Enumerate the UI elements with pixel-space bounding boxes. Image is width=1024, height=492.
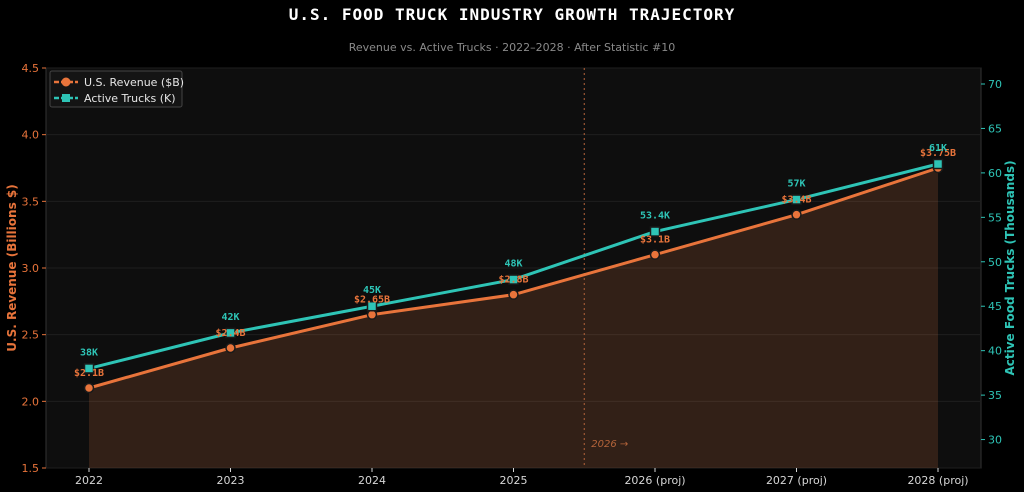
trucks-data-label: 45K <box>363 285 381 296</box>
left-tick-label: 3.5 <box>22 195 40 208</box>
trucks-point <box>83 363 95 374</box>
left-axis-ticks: 1.5 2.0 2.5 3.0 3.5 4.0 4.5 <box>22 62 46 475</box>
trucks-data-label: 53.4K <box>640 211 670 222</box>
revenue-point <box>649 249 661 260</box>
left-tick-label: 1.5 <box>22 462 40 475</box>
x-tick-label: 2022 <box>75 474 103 487</box>
chart-subtitle: Revenue vs. Active Trucks · 2022–2028 · … <box>349 41 676 54</box>
revenue-point <box>508 289 519 300</box>
left-tick-label: 4.5 <box>22 62 40 75</box>
x-tick-label: 2028 (proj) <box>907 474 968 487</box>
trucks-point <box>366 300 378 312</box>
revenue-point <box>366 309 378 320</box>
revenue-data-label: $3.4B <box>781 195 811 206</box>
revenue-data-label: $2.1B <box>74 368 104 379</box>
right-axis-label: Active Food Trucks (Thousands) <box>1003 160 1017 375</box>
x-tick-label: 2025 <box>500 474 528 487</box>
trucks-data-label: 48K <box>504 259 522 270</box>
revenue-data-label: $2.4B <box>215 328 245 339</box>
left-tick-label: 3.0 <box>22 262 40 275</box>
x-tick-label: 2026 (proj) <box>624 474 685 487</box>
legend-revenue-swatch-marker <box>61 77 71 87</box>
legend: U.S. Revenue ($B) Active Trucks (K) <box>49 70 184 108</box>
revenue-data-label: $2.8B <box>498 275 528 286</box>
right-axis-ticks: 30 35 40 45 50 55 60 65 70 <box>981 78 1002 447</box>
x-axis-ticks: 2022 2023 2024 2025 2026 (proj) 2027 (proj) 20… <box>75 468 969 487</box>
trucks-data-label: 42K <box>221 312 239 323</box>
x-tick-label: 2023 <box>217 474 245 487</box>
trucks-point <box>508 274 519 285</box>
left-axis-label: U.S. Revenue (Billions $) <box>5 184 19 351</box>
trucks-data-label: 57K <box>787 179 805 190</box>
revenue-data-label: $3.75B <box>920 148 956 159</box>
right-tick-label: 50 <box>988 256 1002 269</box>
right-tick-label: 60 <box>988 167 1002 180</box>
data-labels-layer: $2.1B $2.4B $2.65B $2.8B $3.1B $3.4B $3.75B 38K… <box>74 143 956 379</box>
right-tick-label: 70 <box>988 78 1002 91</box>
grid-lines <box>46 67 981 469</box>
revenue-point <box>225 342 236 354</box>
left-tick-label: 2.5 <box>22 329 40 342</box>
legend-trucks-label: Active Trucks (K) <box>84 92 176 105</box>
left-tick-label: 2.0 <box>22 395 40 408</box>
revenue-area-fill <box>89 168 938 468</box>
trucks-point <box>932 158 944 170</box>
right-tick-label: 40 <box>988 345 1002 358</box>
left-tick-label: 4.0 <box>22 129 40 142</box>
trucks-data-label: 38K <box>80 347 98 358</box>
series-layer <box>83 158 944 394</box>
right-tick-label: 55 <box>988 211 1002 224</box>
chart-title: U.S. FOOD TRUCK INDUSTRY GROWTH TRAJECTO… <box>289 5 736 24</box>
x-tick-label: 2027 (proj) <box>766 474 827 487</box>
trucks-point <box>225 327 236 339</box>
right-tick-label: 45 <box>988 300 1002 313</box>
trucks-point <box>649 226 661 237</box>
revenue-data-label: $3.1B <box>640 235 670 246</box>
revenue-point <box>791 209 802 220</box>
revenue-point <box>83 382 95 394</box>
legend-box <box>49 70 183 108</box>
trucks-data-label: 61K <box>929 143 947 154</box>
legend-trucks-swatch-marker <box>62 94 70 102</box>
trucks-point <box>791 194 802 205</box>
x-tick-label: 2024 <box>358 474 386 487</box>
right-tick-label: 65 <box>988 122 1002 135</box>
legend-revenue-label: U.S. Revenue ($B) <box>84 76 184 89</box>
projection-annotation: 2026 → <box>591 439 628 450</box>
revenue-data-label: $2.65B <box>354 295 390 306</box>
right-tick-label: 30 <box>988 434 1002 447</box>
right-tick-label: 35 <box>988 389 1002 402</box>
